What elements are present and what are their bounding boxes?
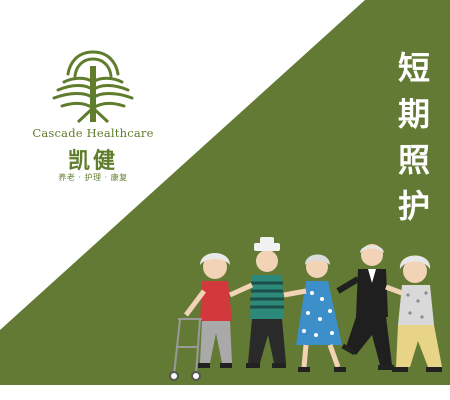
brand-name-english: Cascade Healthcare <box>32 126 154 140</box>
brand-tagline: 养老 · 护理 · 康复 <box>58 173 128 182</box>
dancer-polka-dot-dress <box>283 254 346 372</box>
brand-name-chinese: 凯健 <box>67 149 118 174</box>
dancing-seniors-illustration <box>169 237 442 381</box>
dancer-striped-shirt <box>228 237 286 368</box>
title-char: 护 <box>397 187 430 225</box>
brand-logo: Cascade Healthcare 凯健 养老 · 护理 · 康复 <box>28 46 158 186</box>
tree-logo-icon <box>52 50 134 124</box>
dancer-with-walker <box>169 253 232 381</box>
title-char: 短 <box>397 49 430 87</box>
dancer-yellow-pants <box>385 255 442 372</box>
vertical-title: 短 期 照 护 <box>392 50 436 224</box>
dancer-black-suit <box>336 244 394 370</box>
title-char: 期 <box>397 95 430 133</box>
title-char: 照 <box>397 141 430 179</box>
